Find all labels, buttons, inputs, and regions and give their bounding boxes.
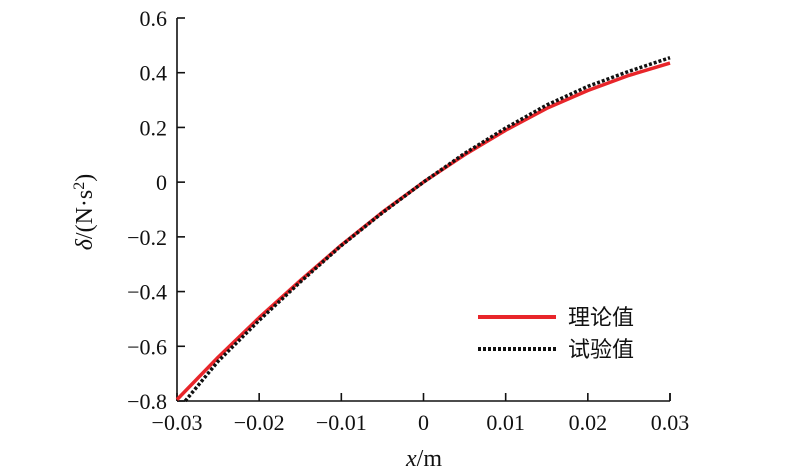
y-tick-label: 0.6 (140, 6, 168, 31)
y-axis-label-unit: /(N·s (72, 190, 98, 239)
legend-label-theory: 理论值 (568, 306, 634, 331)
y-tick-label: −0.2 (127, 225, 167, 250)
y-tick-label: −0.4 (127, 280, 167, 305)
x-tick-label: 0 (418, 410, 429, 435)
y-tick-label: −0.8 (127, 389, 167, 414)
series-line-1 (183, 56, 671, 403)
x-tick-label: 0.02 (569, 410, 608, 435)
legend: 理论值 试验值 (478, 306, 634, 363)
x-tick-label: 0.01 (486, 410, 525, 435)
x-tick-label: −0.03 (152, 410, 203, 435)
x-tick-label: −0.02 (234, 410, 285, 435)
x-tick-label: −0.01 (316, 410, 367, 435)
x-axis-label: x/m (405, 446, 442, 472)
y-axis-label: δ/(N·s2) (71, 174, 99, 250)
y-tick-label: 0.2 (140, 115, 168, 140)
y-axis-label-sup: 2 (71, 182, 88, 190)
series-line-0 (175, 61, 671, 401)
x-axis-label-var: x (405, 446, 417, 472)
x-axis-label-unit: /m (417, 446, 443, 472)
y-axis-label-var: δ (72, 238, 98, 250)
y-tick-label: −0.6 (127, 334, 167, 359)
x-axis-ticks: −0.03 −0.02 −0.01 0 0.01 0.02 0.03 (152, 393, 690, 435)
y-axis-ticks: −0.8 −0.6 −0.4 −0.2 0 0.2 0.4 0.6 (127, 6, 185, 414)
y-axis-label-close: ) (72, 174, 98, 182)
series-group (175, 56, 671, 403)
x-tick-label: 0.03 (651, 410, 690, 435)
y-tick-label: 0.4 (140, 61, 168, 86)
legend-label-test: 试验值 (568, 338, 634, 363)
y-tick-label: 0 (156, 170, 167, 195)
